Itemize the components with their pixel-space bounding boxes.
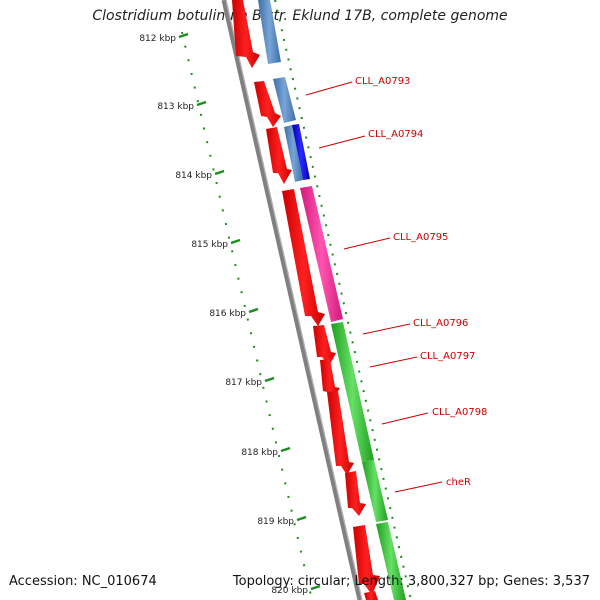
gene-label[interactable]: CLL_A0794 <box>368 129 423 140</box>
gene-label-leader <box>394 481 443 493</box>
ruler-ticks: 812 kbp 813 kbp 814 kbp 815 kbp 816 kbp 817 k… <box>139 32 321 596</box>
ruler-tick-label: 815 kbp <box>191 240 228 250</box>
ruler-tick-label: 818 kbp <box>241 448 278 458</box>
reverse-strand-features <box>258 0 406 600</box>
cds-green-block[interactable] <box>362 460 388 522</box>
gene-label-leader <box>318 135 366 149</box>
gene-label-leader <box>343 237 391 250</box>
ruler-tick <box>248 307 259 314</box>
cds-darkblue-block[interactable] <box>292 124 310 180</box>
cds-red-arrow[interactable] <box>282 189 325 326</box>
ruler-tick-label: 812 kbp <box>139 34 176 44</box>
gene-label-leader <box>362 323 411 335</box>
ruler-tick-label: 819 kbp <box>257 517 294 527</box>
cds-red-arrow[interactable] <box>345 471 366 516</box>
gene-label[interactable]: CLL_A0793 <box>355 76 410 87</box>
gene-label-leader <box>305 81 353 96</box>
ruler-tick <box>264 376 275 383</box>
ruler-tick-label: 813 kbp <box>157 102 194 112</box>
gene-label[interactable]: CLL_A0795 <box>393 232 448 243</box>
ruler-tick-label: 820 kbp <box>271 586 308 596</box>
ruler-tick <box>214 169 225 176</box>
cds-green-block[interactable] <box>331 322 374 462</box>
cds-red-arrow[interactable] <box>320 359 340 400</box>
cds-green-block[interactable] <box>376 522 406 600</box>
cds-red-arrow[interactable] <box>327 391 354 475</box>
forward-strand-features <box>232 0 380 600</box>
gene-label[interactable]: CLL_A0798 <box>432 407 487 418</box>
gene-label[interactable]: cheR <box>446 477 471 488</box>
cds-lightblue-block[interactable] <box>273 77 296 123</box>
cds-red-arrow[interactable] <box>364 591 378 600</box>
ruler-tick <box>178 32 189 39</box>
cds-red-arrow[interactable] <box>353 525 380 595</box>
ruler-tick <box>310 584 321 591</box>
cds-pink-block[interactable] <box>300 186 343 322</box>
genome-summary-text: Topology: circular; Length: 3,800,327 bp… <box>232 574 590 589</box>
accession-text: Accession: NC_010674 <box>9 574 157 589</box>
ruler-tick <box>230 238 241 245</box>
cds-red-arrow[interactable] <box>266 127 292 184</box>
gene-labels: CLL_A0793 CLL_A0794 CLL_A0795 CLL_A0796 CLL_… <box>305 76 487 493</box>
map-title: Clostridium botulinum B str. Eklund 17B,… <box>92 8 508 24</box>
ruler-tick <box>280 446 291 453</box>
cds-red-arrow[interactable] <box>232 0 260 68</box>
gene-label[interactable]: CLL_A0796 <box>413 318 468 329</box>
cds-lightblue-block[interactable] <box>284 125 303 182</box>
cds-red-arrow[interactable] <box>313 325 336 366</box>
cds-lightblue-block[interactable] <box>258 0 281 64</box>
ruler-tick <box>196 100 207 107</box>
ruler-tick <box>296 515 307 522</box>
gene-label[interactable]: CLL_A0797 <box>420 351 475 362</box>
cds-red-arrow[interactable] <box>254 81 281 127</box>
ruler-tick-label: 814 kbp <box>175 171 212 181</box>
outer-dotted-track <box>274 0 412 600</box>
gene-label-leader <box>381 412 429 425</box>
ruler-tick-label: 816 kbp <box>209 309 246 319</box>
ruler-tick-label: 817 kbp <box>225 378 262 388</box>
backbone-track <box>221 0 363 600</box>
gene-label-leader <box>369 356 418 368</box>
